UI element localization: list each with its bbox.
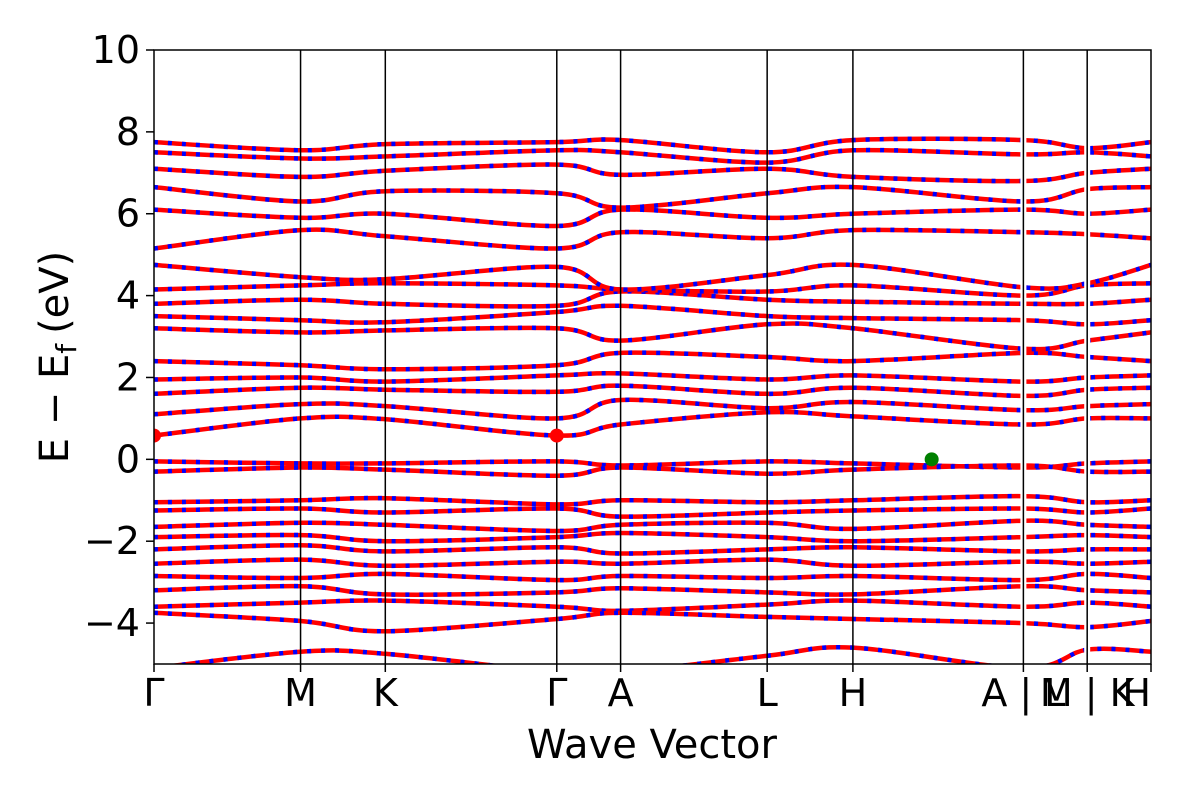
x-tick-label-0: Γ — [143, 671, 164, 715]
plot-frame — [153, 49, 1152, 665]
y-tick-label-1: −2 — [84, 519, 140, 563]
y-tick-label-3: 2 — [116, 355, 140, 399]
y-tick-label-2: 0 — [116, 437, 140, 481]
y-tick-label-6: 8 — [116, 110, 140, 154]
y-axis-label-unit: (eV) — [32, 251, 78, 334]
y-tick-label-0: −4 — [84, 601, 140, 645]
vbm-marker — [924, 452, 939, 467]
x-tick-label-2: K — [373, 671, 399, 715]
x-tick-label-4: A — [608, 671, 634, 715]
y-tick-label-5: 6 — [116, 192, 140, 236]
x-tick-label-3: Γ — [546, 671, 567, 715]
band-12-spin-down — [154, 184, 1151, 210]
y-axis-label-main: E − E — [32, 354, 78, 464]
x-tick-label-5: L — [757, 671, 778, 715]
x-tick-label-1: M — [284, 671, 317, 715]
band-11-spin-down — [154, 207, 1151, 229]
x-tick-label-8: M | K — [1040, 671, 1136, 716]
band-24-spin-up — [154, 571, 1151, 583]
band-26-spin-up — [154, 598, 1151, 614]
y-axis-label-subscript: f — [50, 343, 83, 354]
x-tick-label-7: A | L — [981, 671, 1065, 716]
y-tick-label-7: 10 — [92, 28, 140, 72]
y-axis-label: E − Ef (eV) — [32, 251, 83, 464]
y-tick-label-4: 4 — [116, 274, 140, 318]
band-5-spin-down — [154, 321, 1151, 352]
kpoint-lines — [299, 50, 1091, 664]
band-6-spin-down — [154, 303, 1151, 327]
band-9-spin-up — [154, 262, 1151, 292]
band-0-spin-down — [154, 409, 1151, 438]
band-1-spin-down — [154, 397, 1151, 421]
band-28-spin-up — [169, 644, 1151, 664]
x-tick-label-6: H — [839, 671, 868, 715]
cbm-marker-0 — [154, 428, 161, 443]
band-15-spin-down — [154, 136, 1151, 155]
x-axis-label: Wave Vector — [527, 722, 778, 768]
cbm-marker-1 — [549, 428, 564, 443]
y-ticks: −4 −2 0 2 4 6 8 10 — [84, 28, 154, 645]
band-27-spin-down — [154, 610, 1151, 634]
x-tick-label-9: H — [1122, 671, 1151, 715]
extrema-markers — [154, 428, 939, 467]
